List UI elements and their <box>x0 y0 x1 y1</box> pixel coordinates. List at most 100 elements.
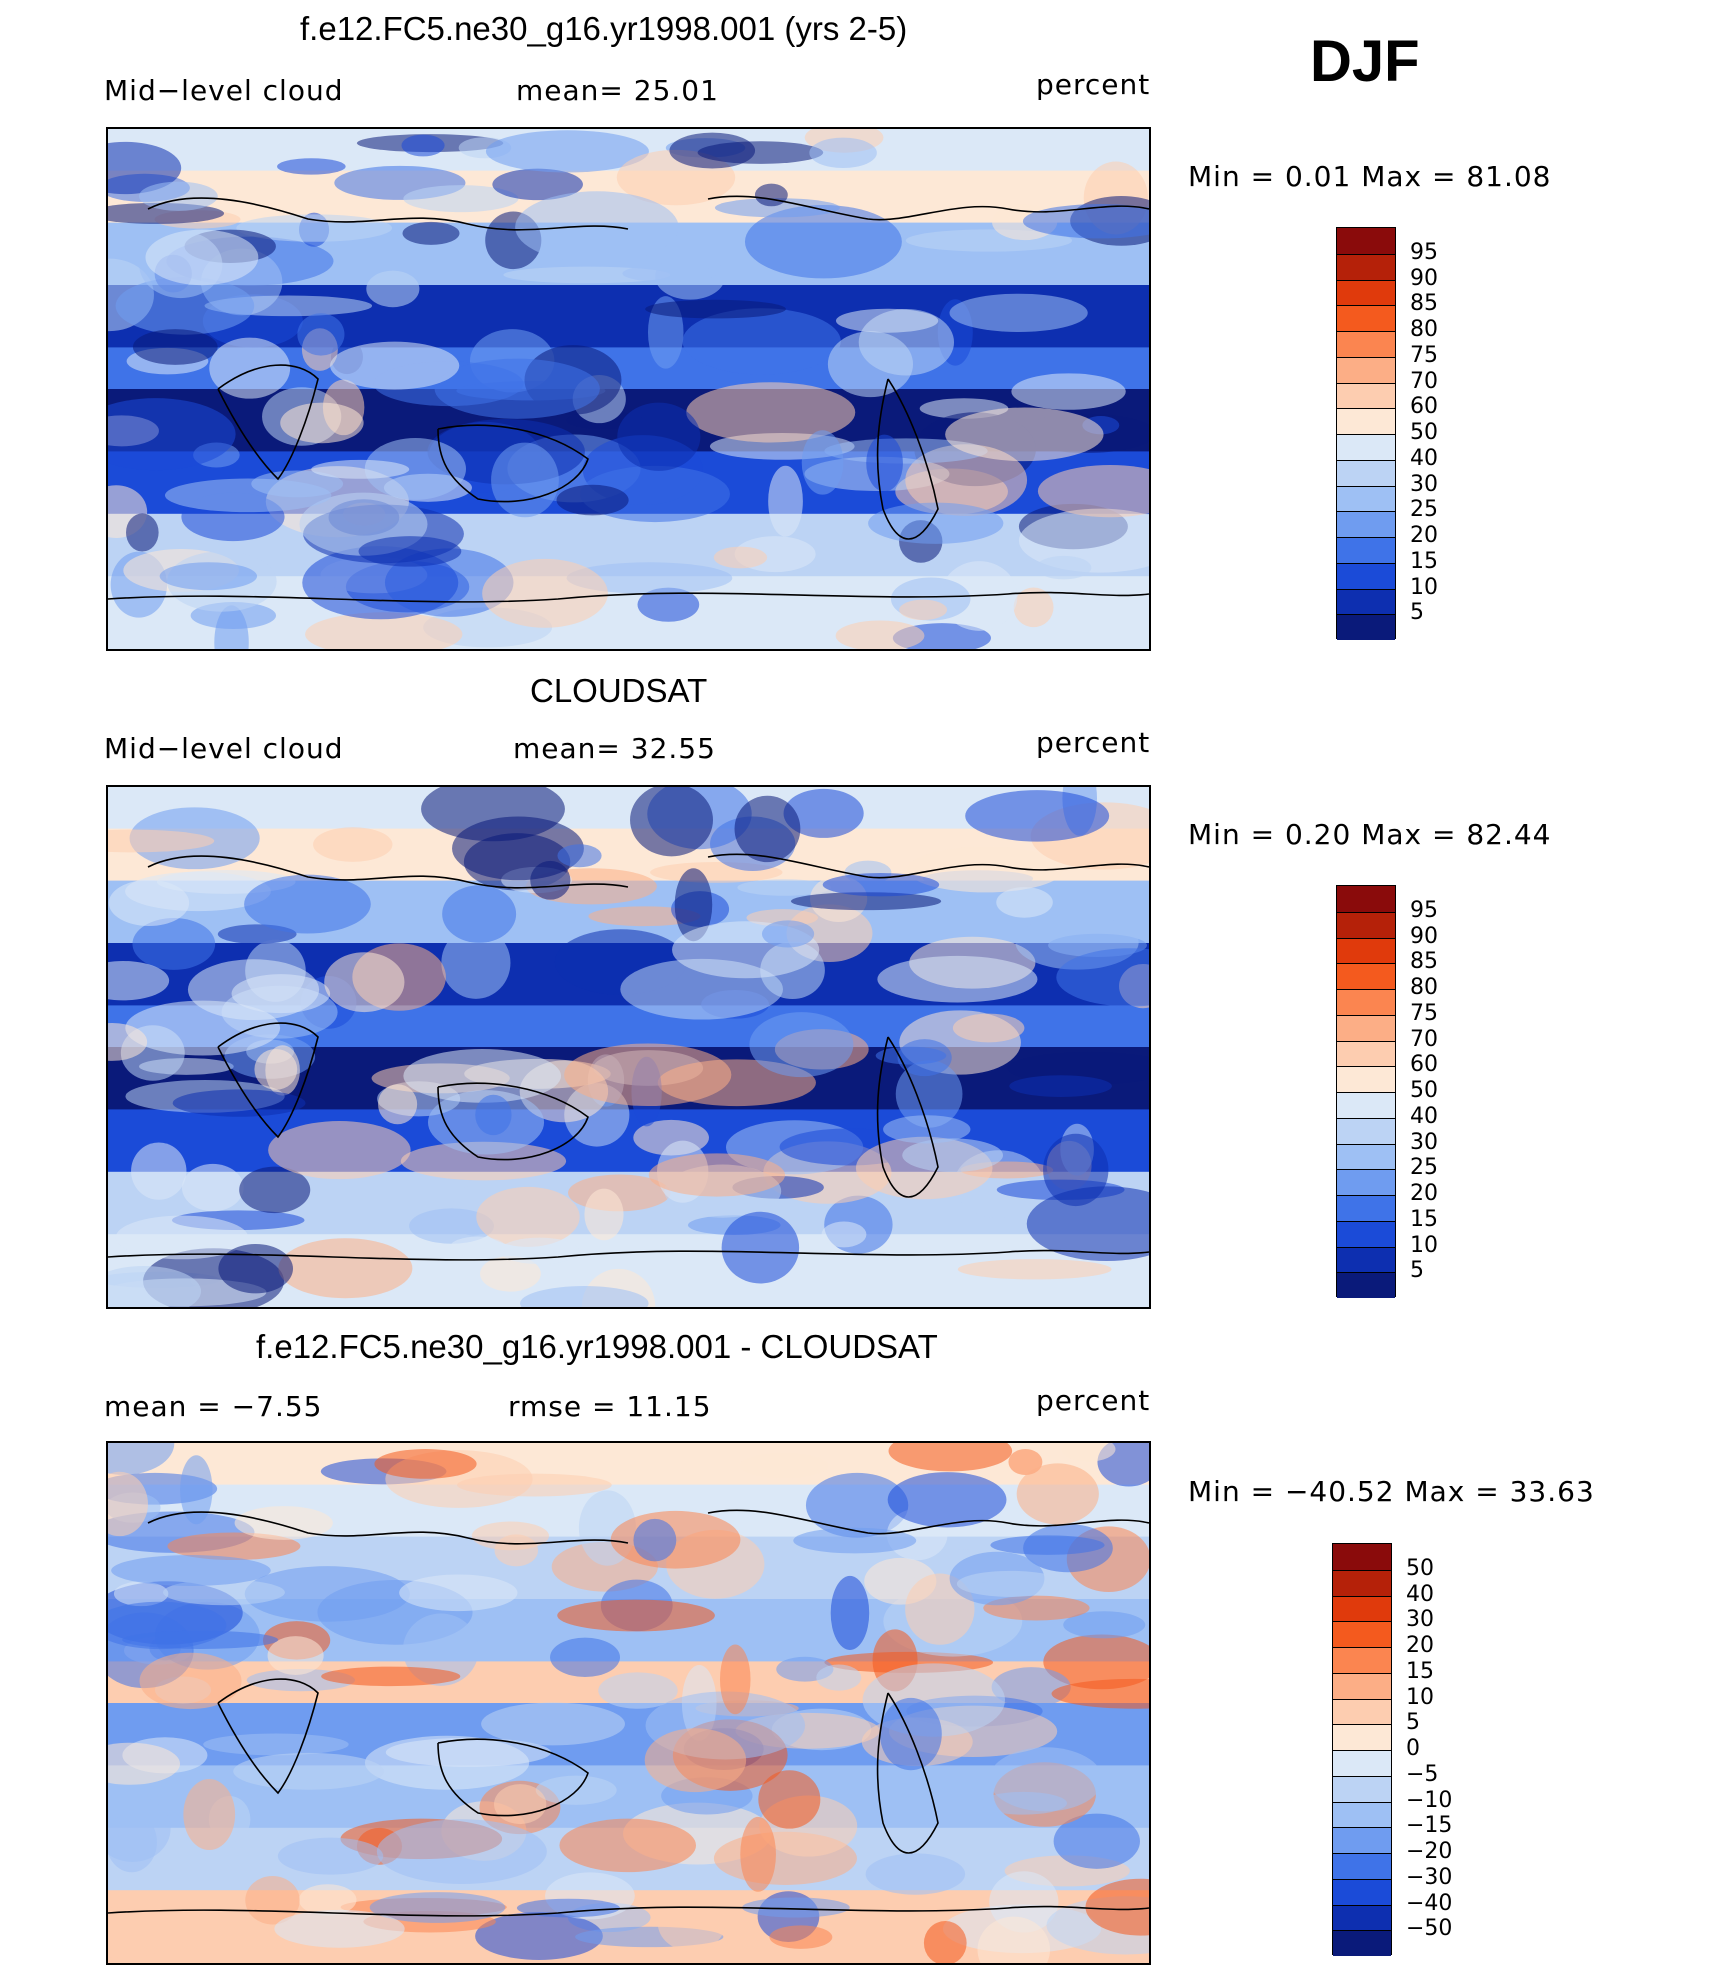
panel-2-mean-label: mean= 32.55 <box>513 732 716 765</box>
panel-3-min-max: Min = −40.52 Max = 33.63 <box>1188 1475 1595 1508</box>
colorbar-level-label: 95 <box>1410 897 1438 923</box>
colorbar-level-label: 5 <box>1410 1258 1424 1284</box>
colorbar-swatch <box>1337 1220 1395 1247</box>
colorbar-swatch <box>1333 1672 1391 1699</box>
colorbar-level-label: −15 <box>1406 1813 1453 1839</box>
colorbar-level-label: −50 <box>1406 1916 1453 1942</box>
panel-3-units-label: percent <box>1036 1384 1151 1417</box>
colorbar-swatch <box>1337 1040 1395 1067</box>
colorbar-level-label: 75 <box>1410 1000 1438 1026</box>
colorbar-swatch <box>1337 1272 1395 1298</box>
colorbar-swatch <box>1333 1724 1391 1750</box>
colorbar-level-label: −10 <box>1406 1787 1453 1813</box>
colorbar-swatch <box>1333 1904 1391 1931</box>
panel-1-min-max: Min = 0.01 Max = 81.08 <box>1188 160 1552 193</box>
colorbar-level-label: −40 <box>1406 1890 1453 1916</box>
colorbar-level-label: 80 <box>1410 317 1438 342</box>
panel-1-title: f.e12.FC5.ne30_g16.yr1998.001 (yrs 2-5) <box>300 10 908 47</box>
panel-3-rmse-label: rmse = 11.15 <box>508 1390 712 1423</box>
colorbar-swatch <box>1337 1143 1395 1170</box>
colorbar-swatch <box>1337 614 1395 640</box>
colorbar-level-label: 30 <box>1410 471 1438 497</box>
colorbar-level-label: −30 <box>1406 1864 1453 1890</box>
colorbar-level-label: 50 <box>1410 1078 1438 1103</box>
colorbar-level-label: 80 <box>1410 975 1438 1000</box>
colorbar-swatch <box>1333 1775 1391 1802</box>
panel-1-map <box>106 127 1151 651</box>
colorbar-level-label: 60 <box>1410 1052 1438 1078</box>
colorbar-level-label: 5 <box>1406 1710 1420 1736</box>
colorbar-level-label: −5 <box>1406 1761 1439 1787</box>
colorbar-swatch <box>1337 408 1395 434</box>
panel-2-colorbar: 95 90 85 80 75 70 60 50 40 30 25 20 15 10 5 <box>1336 885 1438 1298</box>
colorbar-swatch <box>1337 1195 1395 1221</box>
colorbar-swatch <box>1333 1569 1391 1596</box>
colorbar-level-label: 25 <box>1410 497 1438 523</box>
season-label: DJF <box>1310 29 1420 94</box>
colorbar-level-label: 15 <box>1410 548 1438 574</box>
panel-1-units-label: percent <box>1036 68 1151 101</box>
panel-1-mean-label: mean= 25.01 <box>516 74 719 107</box>
colorbar-level-label: 20 <box>1410 523 1438 548</box>
colorbar-swatch <box>1333 1827 1391 1853</box>
colorbar-level-label: 20 <box>1410 1181 1438 1206</box>
colorbar-swatch <box>1337 305 1395 331</box>
colorbar-swatch <box>1333 1647 1391 1673</box>
colorbar-level-label: 60 <box>1410 394 1438 420</box>
colorbar-level-label: 30 <box>1410 1129 1438 1155</box>
colorbar-level-label: 5 <box>1410 600 1424 626</box>
colorbar-level-label: 10 <box>1410 1232 1438 1258</box>
colorbar-swatch <box>1337 382 1395 409</box>
colorbar-swatch <box>1337 1169 1395 1195</box>
colorbar-swatch <box>1337 511 1395 537</box>
panel-1-colorbar: 95 90 85 80 75 70 60 50 40 30 25 20 15 10 5 <box>1336 227 1438 640</box>
colorbar-swatch <box>1337 485 1395 512</box>
panel-3-mean-label: mean = −7.55 <box>104 1390 323 1423</box>
colorbar-level-label: 70 <box>1410 368 1438 394</box>
panel-3-map <box>106 1441 1151 1965</box>
colorbar-swatch <box>1337 911 1395 938</box>
colorbar-level-label: 90 <box>1410 923 1438 949</box>
colorbar-swatch <box>1333 1621 1391 1647</box>
colorbar-level-label: −20 <box>1406 1839 1453 1864</box>
colorbar-level-label: 15 <box>1406 1658 1434 1684</box>
colorbar-level-label: 40 <box>1410 1103 1438 1129</box>
colorbar-level-label: 40 <box>1406 1581 1434 1607</box>
colorbar-swatch <box>1333 1878 1391 1905</box>
colorbar-level-label: 50 <box>1406 1555 1434 1581</box>
colorbar-swatch <box>1333 1801 1391 1828</box>
panel-2-title: CLOUDSAT <box>530 672 708 709</box>
colorbar-swatch <box>1337 1246 1395 1273</box>
colorbar-swatch <box>1337 562 1395 589</box>
colorbar-swatch <box>1337 537 1395 563</box>
colorbar-level-label: 20 <box>1406 1633 1434 1658</box>
panel-2-units-label: percent <box>1036 726 1151 759</box>
colorbar-swatch <box>1337 459 1395 486</box>
colorbar-level-label: 0 <box>1406 1736 1420 1761</box>
colorbar-level-label: 70 <box>1410 1026 1438 1052</box>
colorbar-swatch <box>1337 937 1395 964</box>
colorbar-swatch <box>1337 253 1395 280</box>
colorbar-level-label: 85 <box>1410 949 1438 975</box>
colorbar-level-label: 50 <box>1410 420 1438 445</box>
panel-2-variable-label: Mid−level cloud <box>104 732 344 765</box>
colorbar-swatch <box>1337 1092 1395 1118</box>
colorbar-swatch <box>1337 1014 1395 1041</box>
colorbar-swatch <box>1337 886 1395 912</box>
colorbar-swatch <box>1333 1930 1391 1956</box>
colorbar-swatch <box>1333 1750 1391 1776</box>
colorbar-level-label: 25 <box>1410 1155 1438 1181</box>
colorbar-swatch <box>1337 989 1395 1015</box>
panel-3-colorbar: 50 40 30 20 15 10 5 0 −5 −10 −15 −20 −30 −40 −50 <box>1332 1543 1452 1956</box>
colorbar-swatch <box>1333 1544 1391 1570</box>
colorbar-swatch <box>1337 434 1395 460</box>
colorbar-swatch <box>1337 331 1395 357</box>
colorbar-level-label: 90 <box>1410 265 1438 291</box>
colorbar-swatch <box>1337 356 1395 383</box>
panel-2-map <box>106 785 1151 1309</box>
colorbar-level-label: 75 <box>1410 342 1438 368</box>
panel-3-title: f.e12.FC5.ne30_g16.yr1998.001 - CLOUDSAT <box>256 1328 938 1365</box>
panel-2-min-max: Min = 0.20 Max = 82.44 <box>1188 818 1552 851</box>
colorbar-swatch <box>1337 588 1395 615</box>
colorbar-level-label: 30 <box>1406 1607 1434 1633</box>
